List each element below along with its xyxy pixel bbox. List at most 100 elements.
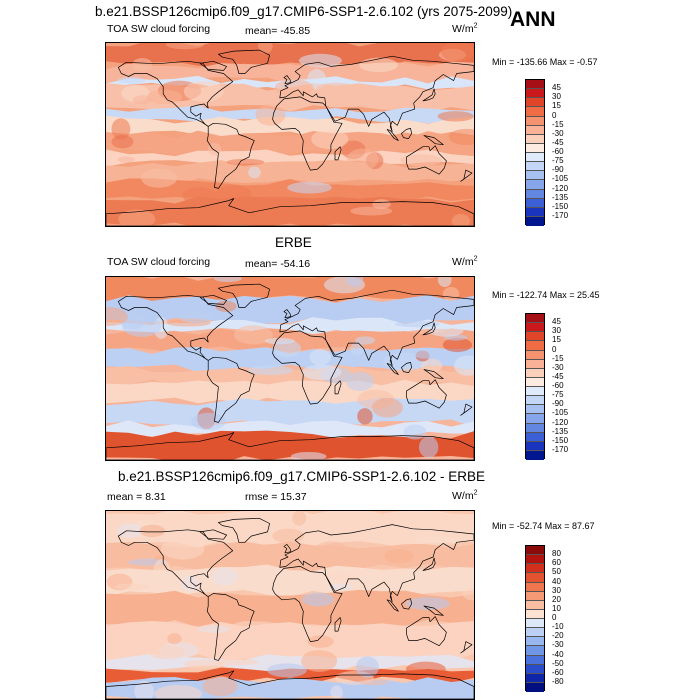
contour-blob [442, 286, 460, 301]
colorbar-swatch [526, 619, 544, 629]
contour-blob [111, 118, 131, 140]
coastline-borneo [401, 128, 412, 139]
contour-blob [132, 57, 153, 71]
colorbar-tick-label: 0 [552, 110, 557, 120]
coastline-antarctica [106, 198, 474, 226]
colorbar-swatch [526, 171, 544, 181]
contour-blob [146, 89, 183, 105]
coastline-borneo [401, 598, 412, 610]
colorbar-swatch [526, 555, 544, 565]
contour-blob [453, 355, 474, 376]
contour-blob [118, 209, 156, 226]
panel-3-colorbar [525, 545, 545, 692]
colorbar-swatch [526, 162, 544, 172]
colorbar-tick-label: -50 [552, 658, 564, 668]
contour-blob [298, 53, 342, 68]
colorbar-swatch [526, 134, 544, 144]
colorbar-swatch [526, 341, 544, 351]
contour-blob [233, 325, 273, 345]
contour-blob [202, 676, 238, 697]
contour-blob [415, 536, 463, 546]
colorbar-tick-label: -45 [552, 137, 564, 147]
contour-band [106, 130, 474, 157]
contour-band [106, 430, 474, 460]
panel-3-minmax: Min = -52.74 Max = 87.67 [492, 521, 595, 531]
contour-blob [346, 277, 364, 288]
colorbar-tick-label: -30 [552, 362, 564, 372]
coastline-borneo [401, 362, 412, 373]
colorbar-tick-label: -10 [552, 622, 564, 632]
contour-blob [116, 523, 144, 538]
contour-blob [405, 597, 450, 611]
colorbar-swatch [526, 423, 544, 433]
contour-blob [117, 76, 146, 84]
contour-blob [384, 549, 414, 564]
panel-1-map-svg [106, 43, 474, 226]
contour-blob [215, 185, 252, 203]
contour-blob [183, 80, 224, 102]
colorbar-swatch [526, 89, 544, 99]
contour-blob [345, 372, 374, 391]
colorbar-swatch [526, 207, 544, 217]
contour-blob [301, 364, 342, 380]
colorbar-tick-label: 60 [552, 558, 561, 568]
colorbar-tick-label: -15 [552, 119, 564, 129]
coastline-sumatra [386, 599, 399, 612]
colorbar-tick-label: -80 [552, 676, 564, 686]
colorbar-swatch [526, 450, 544, 460]
contour-blob [139, 524, 165, 538]
colorbar-swatch [526, 377, 544, 387]
colorbar-tick-label: -75 [552, 390, 564, 400]
colorbar-swatch [526, 314, 544, 324]
colorbar-tick-label: 20 [552, 594, 561, 604]
contour-blob [403, 424, 427, 440]
coastline-japan [422, 557, 436, 571]
coastline-north-america [117, 294, 234, 361]
panel-3-title: b.e21.BSSP126cmip6.f09_g17.CMIP6-SSP1-2.… [118, 469, 485, 484]
colorbar-tick-label: -60 [552, 381, 564, 390]
colorbar-tick-label: -15 [552, 353, 564, 363]
panel-1-colorbar [525, 79, 545, 226]
coastline-baffin [199, 529, 227, 540]
coastline-north-america [117, 529, 234, 597]
colorbar-swatch [526, 600, 544, 610]
contour-blob [437, 111, 474, 122]
colorbar-swatch [526, 573, 544, 583]
contour-blob [412, 349, 444, 359]
coastline-japan [422, 322, 436, 336]
contour-band [106, 589, 474, 628]
coastline-madagascar [334, 146, 342, 161]
coastline-africa [272, 566, 343, 642]
contour-blob [191, 412, 226, 431]
colorbar-swatch [526, 655, 544, 665]
panel-3-map [105, 510, 475, 700]
colorbar-swatch [526, 198, 544, 208]
contour-blob [309, 349, 331, 366]
season-label: ANN [510, 8, 556, 31]
contour-blob [359, 679, 389, 686]
colorbar-tick-label: 30 [552, 326, 561, 336]
contour-band [106, 564, 474, 598]
colorbar-tick-label: -135 [552, 426, 569, 436]
colorbar-tick-label: -60 [552, 147, 564, 156]
coastline-australia [406, 145, 447, 175]
colorbar-swatch [526, 546, 544, 556]
coastline-greenland [218, 49, 270, 74]
contour-blob [165, 43, 205, 50]
panel-2-units: W/m2 [452, 255, 478, 269]
figure-title: b.e21.BSSP126cmip6.f09_g17.CMIP6-SSP1-2.… [95, 4, 513, 19]
colorbar-swatch [526, 682, 544, 692]
coastline-australia [406, 616, 447, 647]
contour-blob [316, 82, 356, 94]
colorbar-tick-label: 10 [552, 603, 561, 613]
coastline-sumatra [386, 129, 399, 141]
colorbar-swatch [526, 628, 544, 638]
colorbar-tick-label: -20 [552, 631, 564, 641]
contour-blob [141, 168, 177, 188]
colorbar-tick-label: -40 [552, 649, 564, 659]
colorbar-swatch [526, 359, 544, 369]
colorbar-swatch [526, 664, 544, 674]
coastline-greenland [218, 517, 270, 543]
colorbar-tick-label: -75 [552, 156, 564, 166]
contour-blob [328, 583, 354, 591]
